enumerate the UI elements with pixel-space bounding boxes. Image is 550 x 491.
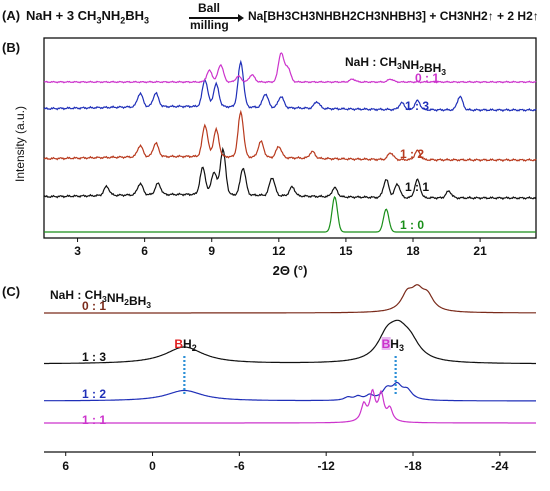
panel-b-xtick-label: 21: [473, 244, 487, 258]
panel-b-series-1-0-label: 1 : 0: [400, 218, 424, 232]
panel-b-series-1-1-label: 1 : 1: [405, 180, 429, 194]
panel-c-series-1-1-line: [44, 388, 536, 424]
panel-c-series-0-1-label: 0 : 1: [82, 299, 106, 313]
panel-c-xtick-label: 0: [149, 459, 156, 473]
panel-b-series-1-0-line: [44, 195, 536, 233]
panel-c-xtick-label: -24: [491, 459, 509, 473]
panel-b-frame: [43, 37, 537, 239]
reaction-reactants: NaH + 3 CH3NH2BH3: [26, 8, 150, 26]
panel-c-series-1-1-label: 1 : 1: [82, 413, 106, 427]
panel-b-xtick-label: 18: [406, 244, 420, 258]
panel-b-label: (B): [2, 40, 20, 55]
panel-b-xtick-label: 12: [272, 244, 286, 258]
panel-c-legend-title: NaH : CH3NH2BH3: [50, 288, 151, 310]
product-text: Na[BH3CH3NHBH2CH3NHBH3] + CH3NH2↑ + 2 H2…: [248, 9, 539, 23]
panel-c-xtick-label: 6: [62, 459, 69, 473]
panel-b-series-0-1-line: [43, 52, 537, 84]
panel-c-label: (C): [2, 284, 20, 299]
panel-b-series-1-3-label: 1 : 3: [405, 99, 429, 113]
arrow-top-label: Ball: [198, 1, 221, 15]
panel-b-ylabel: Intensity (a.u.): [13, 106, 27, 182]
panel-c-series-1-3-label: 1 : 3: [82, 350, 106, 364]
panel-b-legend-title: NaH : CH3NH2BH3: [345, 55, 446, 77]
panel-c-xtick-label: -12: [318, 459, 336, 473]
panel-c-series-1-2-label: 1 : 2: [82, 387, 106, 401]
panel-b-xtick-label: 6: [141, 244, 148, 258]
arrow-bottom-label: milling: [190, 18, 229, 32]
panel-b-xtick-label: 3: [74, 244, 81, 258]
reaction-arrow-head: [238, 14, 244, 22]
panel-c-series-1-2-line: [44, 381, 536, 402]
panel-b-series-1-3-line: [43, 59, 537, 113]
bh3-annotation: BH3: [382, 337, 404, 353]
panel-c-series-1-3-line: [44, 319, 536, 365]
panel-b-xtick-label: 9: [208, 244, 215, 258]
panel-b-series-1-1-line: [43, 146, 537, 201]
panel-b-series-0-1-label: 0 : 1: [415, 71, 439, 85]
reaction-product: Na[BH3CH3NHBH2CH3NHBH3] + CH3NH2↑ + 2 H2…: [248, 8, 539, 23]
panel-b-series-1-2-label: 1 : 2: [400, 147, 424, 161]
panel-b-xtick-label: 15: [339, 244, 353, 258]
panel-b-xlabel: 2Θ (°): [273, 263, 308, 278]
bh2-annotation: BH2: [174, 337, 196, 353]
panel-c-series-0-1-line: [44, 284, 536, 314]
panel-a-label: (A): [2, 8, 21, 23]
panel-c-xtick-label: -18: [404, 459, 422, 473]
panel-b-series-1-2-line: [43, 109, 537, 163]
bh3-highlight: [381, 337, 391, 350]
panel-a: (A) NaH + 3 CH3NH2BH3 Ball milling Na[BH…: [2, 1, 550, 32]
reaction-arrow: [189, 17, 241, 19]
panel-c-xtick-label: -6: [234, 459, 245, 473]
